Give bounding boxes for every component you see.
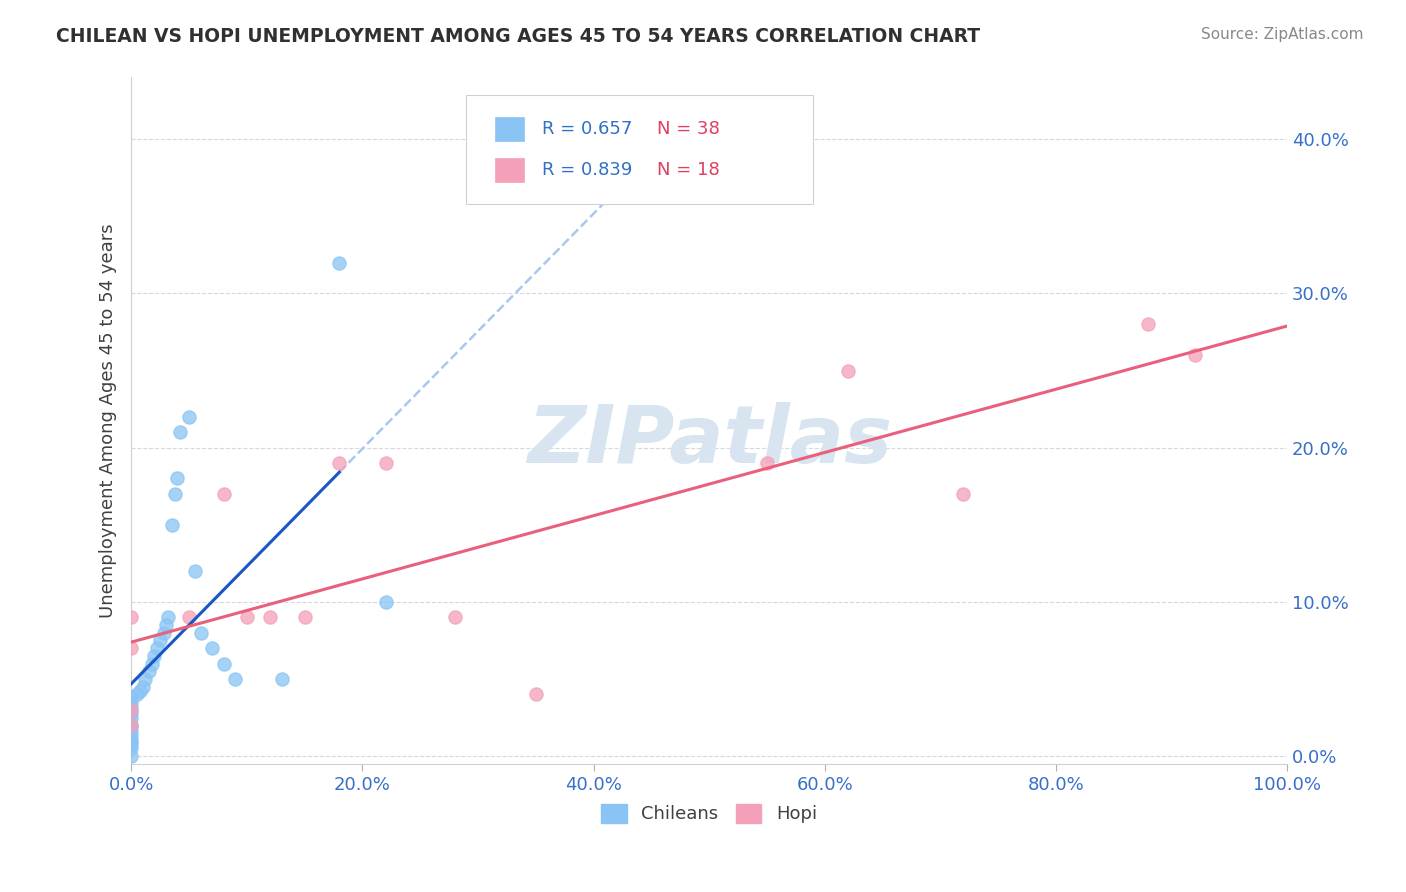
Point: [132, 680, 155, 694]
Point: [152, 625, 174, 640]
Point: [120, 722, 142, 736]
Point: [120, 718, 142, 732]
Point: [145, 641, 167, 656]
Text: R = 0.657: R = 0.657: [541, 120, 631, 138]
Point: [120, 733, 142, 747]
Point: [328, 456, 350, 470]
Point: [120, 718, 142, 732]
Point: [120, 737, 142, 751]
Point: [134, 672, 156, 686]
Point: [212, 487, 235, 501]
Point: [190, 625, 212, 640]
Point: [143, 648, 166, 663]
Point: [294, 610, 316, 624]
Text: N = 18: N = 18: [657, 161, 720, 179]
Point: [201, 641, 224, 656]
Point: [125, 687, 148, 701]
Point: [120, 706, 142, 720]
Point: [120, 641, 142, 656]
Point: [374, 456, 396, 470]
Point: [1184, 348, 1206, 362]
Text: ZIPatlas: ZIPatlas: [527, 402, 891, 480]
Text: Source: ZipAtlas.com: Source: ZipAtlas.com: [1201, 27, 1364, 42]
Point: [141, 657, 163, 671]
Point: [120, 731, 142, 745]
Point: [224, 672, 246, 686]
Legend: Chileans, Hopi: Chileans, Hopi: [602, 804, 817, 823]
Point: [149, 633, 172, 648]
Point: [165, 487, 187, 501]
Point: [328, 255, 350, 269]
FancyBboxPatch shape: [495, 158, 524, 183]
Point: [236, 610, 259, 624]
Point: [120, 610, 142, 624]
Point: [120, 703, 142, 717]
Point: [120, 710, 142, 724]
Point: [169, 425, 191, 440]
Point: [524, 687, 547, 701]
Point: [374, 595, 396, 609]
Point: [177, 409, 200, 424]
Point: [444, 610, 467, 624]
Point: [184, 564, 207, 578]
Point: [755, 456, 778, 470]
Point: [120, 690, 142, 705]
Text: CHILEAN VS HOPI UNEMPLOYMENT AMONG AGES 45 TO 54 YEARS CORRELATION CHART: CHILEAN VS HOPI UNEMPLOYMENT AMONG AGES …: [56, 27, 980, 45]
Point: [155, 618, 177, 632]
Point: [138, 665, 160, 679]
Point: [259, 610, 281, 624]
Point: [129, 684, 152, 698]
Point: [837, 363, 859, 377]
FancyBboxPatch shape: [467, 95, 813, 204]
Point: [120, 699, 142, 714]
Text: R = 0.839: R = 0.839: [541, 161, 631, 179]
Point: [952, 487, 974, 501]
Y-axis label: Unemployment Among Ages 45 to 54 years: Unemployment Among Ages 45 to 54 years: [100, 223, 117, 618]
Point: [120, 695, 142, 709]
Point: [166, 471, 188, 485]
Text: N = 38: N = 38: [657, 120, 720, 138]
Point: [1137, 317, 1160, 331]
Point: [120, 726, 142, 740]
Point: [120, 749, 142, 764]
Point: [270, 672, 292, 686]
Point: [157, 610, 180, 624]
FancyBboxPatch shape: [495, 117, 524, 141]
Point: [212, 657, 235, 671]
Point: [177, 610, 200, 624]
Point: [120, 741, 142, 756]
Point: [160, 517, 183, 532]
